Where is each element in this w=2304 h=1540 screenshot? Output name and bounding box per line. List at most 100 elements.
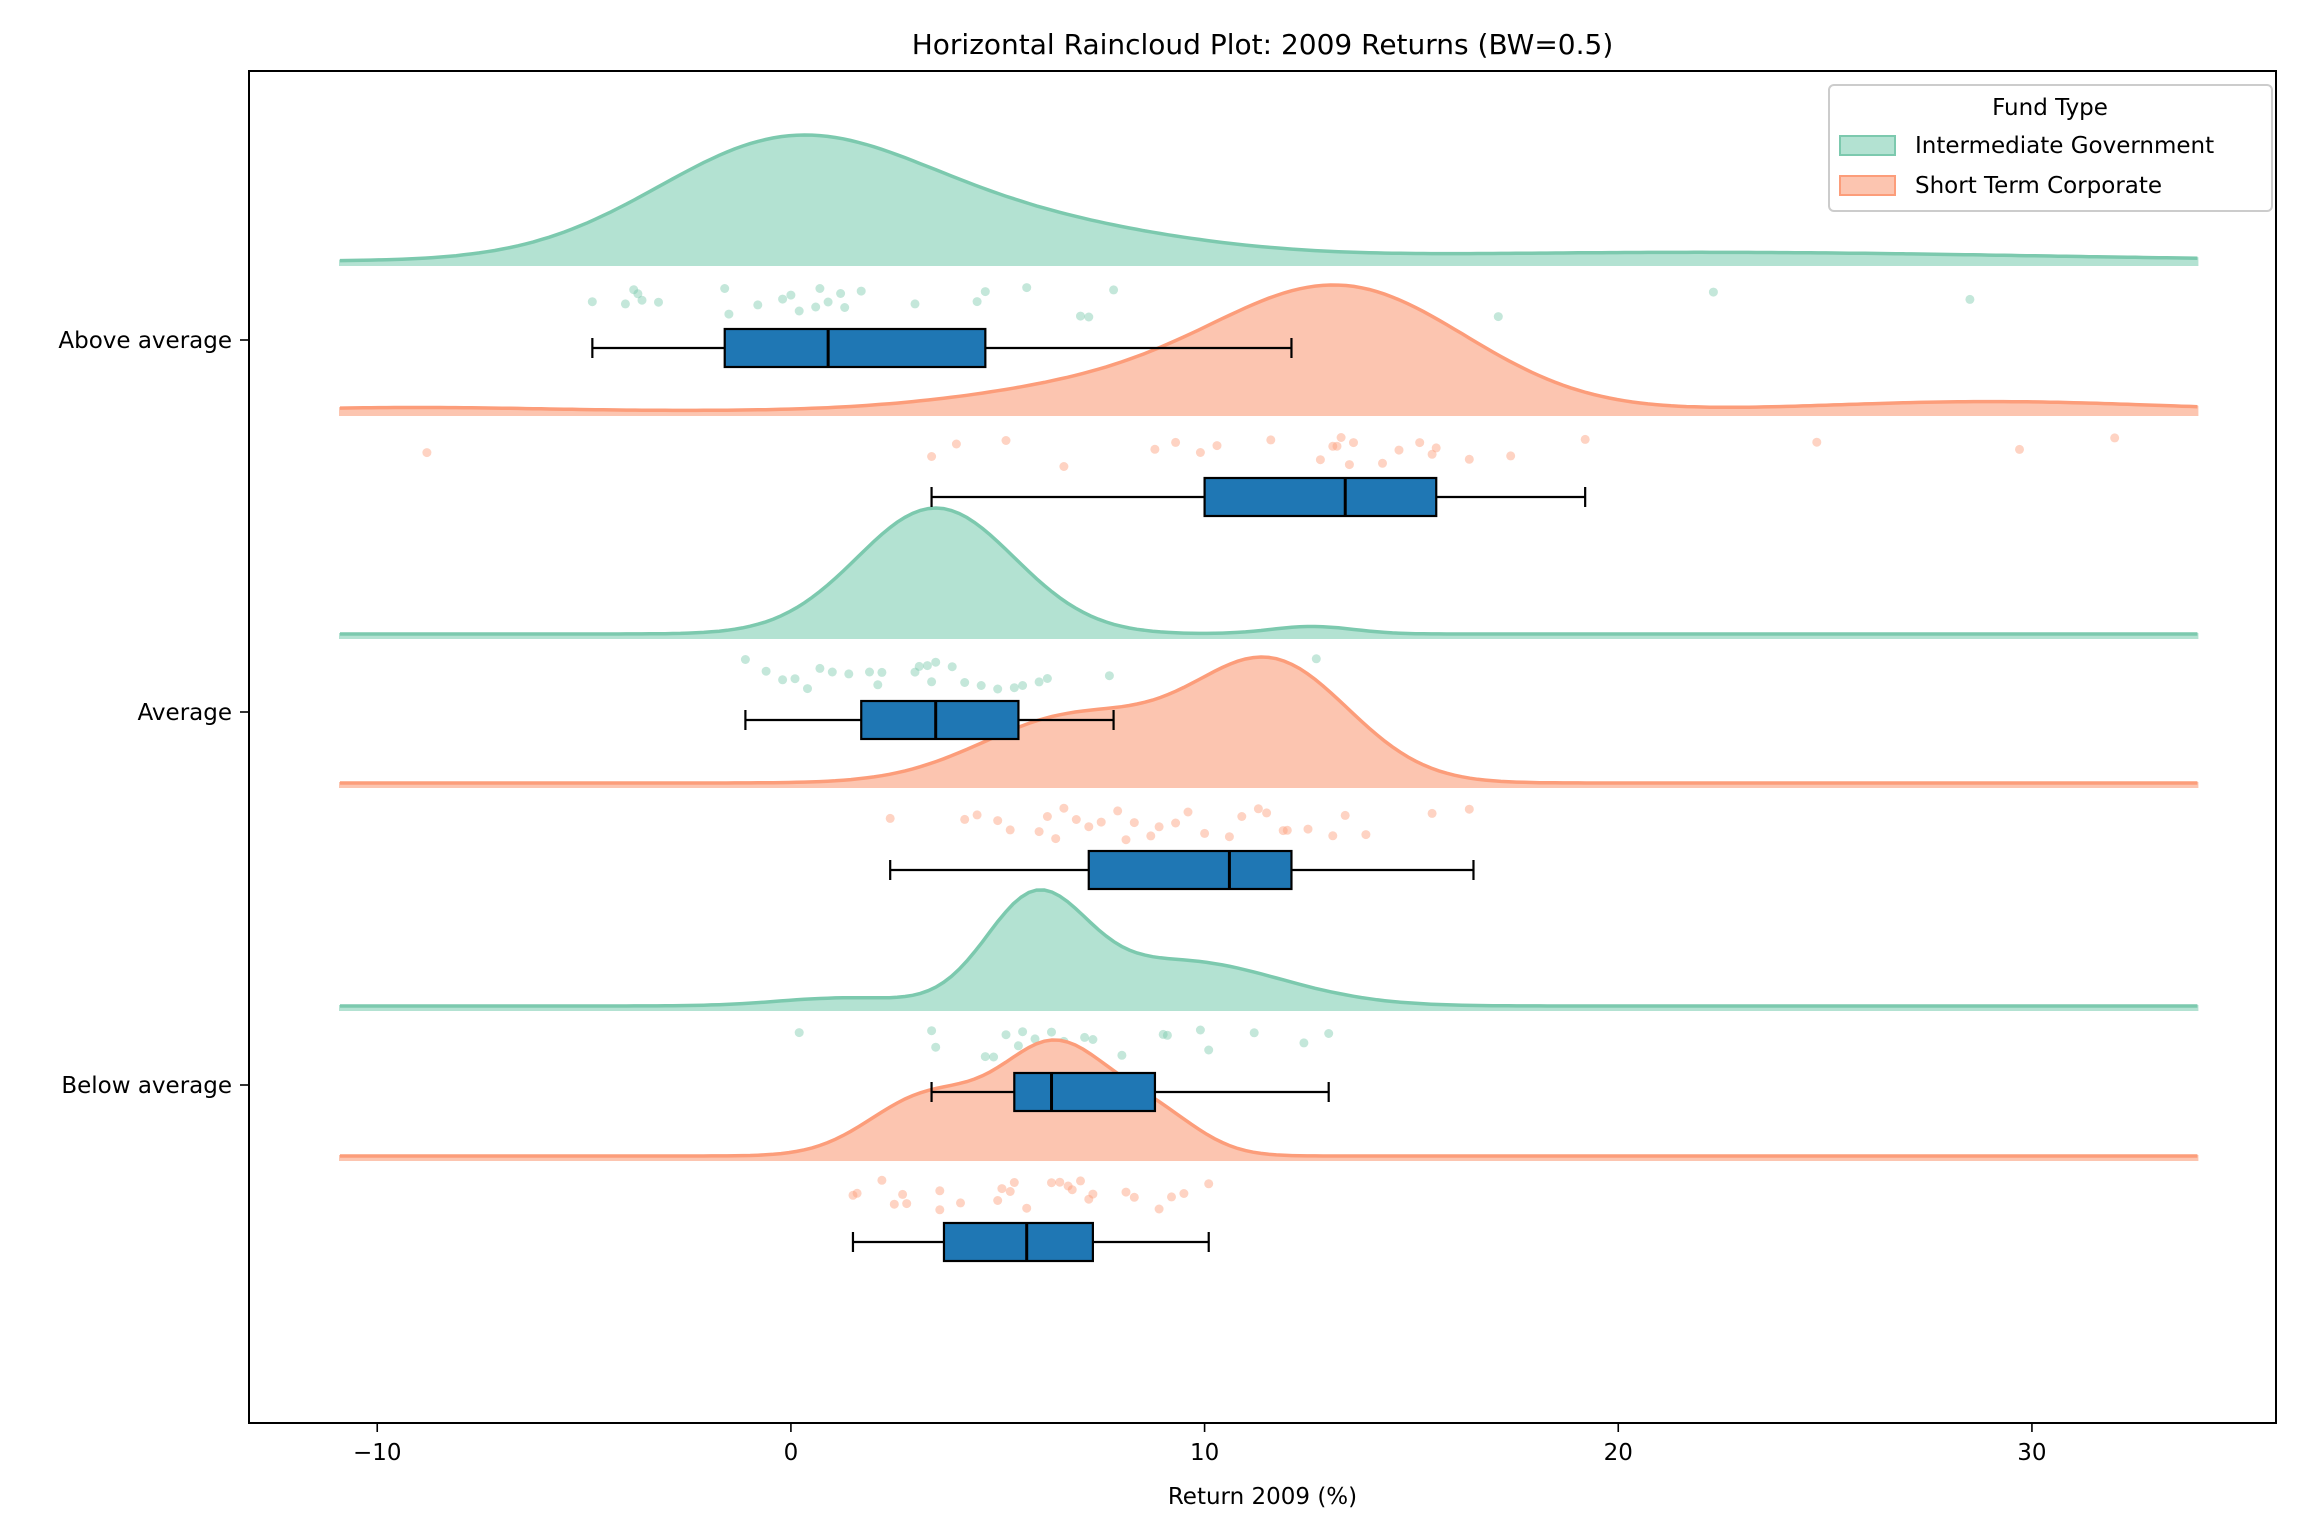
rain-point-below-average-intermediate-government — [980, 1052, 990, 1062]
rain-point-below-average-short-term-corporate — [1088, 1189, 1098, 1199]
legend-label-short-term-corporate: Short Term Corporate — [1915, 173, 2162, 199]
rain-point-average-intermediate-government — [844, 669, 854, 679]
boxplot-above-average-intermediate-government — [591, 327, 1293, 369]
rain-point-below-average-intermediate-government — [989, 1052, 999, 1062]
rain-point-below-average-short-term-corporate — [1076, 1176, 1085, 1186]
rain-point-above-average-short-term-corporate — [1150, 444, 1160, 454]
rain-point-average-short-term-corporate — [1253, 804, 1263, 814]
rain-point-above-average-intermediate-government — [980, 287, 990, 297]
rain-point-above-average-short-term-corporate — [1431, 443, 1441, 453]
rain-point-above-average-intermediate-government — [1493, 312, 1503, 322]
rain-point-below-average-intermediate-government — [1162, 1030, 1172, 1040]
rain-point-below-average-intermediate-government — [1158, 1029, 1168, 1039]
box-iqr — [1203, 476, 1438, 518]
rain-point-average-intermediate-government — [960, 678, 970, 687]
rain-point-above-average-intermediate-government — [972, 297, 982, 307]
rain-point-average-short-term-corporate — [1282, 825, 1292, 835]
rain-point-average-short-term-corporate — [1146, 831, 1156, 841]
rain-point-average-intermediate-government — [1009, 683, 1019, 693]
legend-swatch-intermediate-government — [1839, 135, 1896, 156]
rain-point-below-average-intermediate-government — [1013, 1041, 1023, 1051]
rain-point-above-average-intermediate-government — [620, 299, 630, 309]
rain-point-above-average-short-term-corporate — [1171, 437, 1181, 447]
rain-point-below-average-intermediate-government — [1047, 1027, 1056, 1037]
boxplot-average-short-term-corporate — [889, 849, 1475, 891]
cloud-outline-below-average-short-term-corporate — [340, 1038, 2198, 1158]
rain-point-below-average-short-term-corporate — [1009, 1178, 1019, 1187]
rain-point-above-average-intermediate-government — [629, 285, 639, 295]
rain-point-average-short-term-corporate — [1464, 804, 1474, 814]
legend-box — [1828, 84, 2273, 212]
rain-point-average-short-term-corporate — [885, 813, 895, 823]
rain-point-above-average-short-term-corporate — [1328, 441, 1338, 451]
rain-point-above-average-short-term-corporate — [2110, 433, 2120, 443]
rain-point-average-short-term-corporate — [1096, 817, 1106, 827]
rain-point-above-average-short-term-corporate — [1212, 441, 1222, 451]
x-tick-label: 20 — [1604, 1440, 1633, 1466]
rain-point-average-short-term-corporate — [1278, 826, 1288, 836]
rain-point-average-short-term-corporate — [1262, 808, 1272, 818]
rain-point-average-intermediate-government — [803, 684, 812, 694]
x-tick-label: 10 — [1190, 1440, 1219, 1466]
legend-swatch-short-term-corporate — [1839, 175, 1896, 196]
y-tick-label: Above average — [58, 328, 232, 354]
x-tick-label: −10 — [353, 1440, 402, 1466]
rain-point-below-average-intermediate-government — [1195, 1025, 1205, 1035]
rain-point-above-average-short-term-corporate — [1059, 462, 1069, 471]
cloud-outline-above-average-intermediate-government — [339, 133, 2198, 263]
rain-point-below-average-short-term-corporate — [1022, 1203, 1032, 1213]
rain-point-above-average-short-term-corporate — [1336, 433, 1346, 442]
rain-point-above-average-short-term-corporate — [1394, 445, 1404, 455]
rain-point-above-average-short-term-corporate — [927, 452, 937, 461]
rain-point-average-intermediate-government — [910, 667, 920, 677]
plot-frame — [248, 70, 2277, 1424]
rain-point-average-short-term-corporate — [1005, 825, 1015, 835]
rain-point-average-intermediate-government — [1034, 677, 1044, 687]
rain-point-average-intermediate-government — [1042, 674, 1052, 683]
rain-point-average-short-term-corporate — [1171, 818, 1181, 828]
rain-point-above-average-intermediate-government — [778, 294, 788, 304]
rain-point-average-intermediate-government — [761, 666, 771, 676]
rain-point-above-average-short-term-corporate — [1378, 458, 1387, 468]
rain-point-average-short-term-corporate — [972, 810, 982, 820]
rain-point-average-intermediate-government — [993, 684, 1003, 694]
rain-point-above-average-intermediate-government — [753, 300, 763, 310]
rain-point-average-short-term-corporate — [1154, 822, 1164, 832]
rain-point-below-average-short-term-corporate — [1204, 1179, 1214, 1189]
rain-point-average-intermediate-government — [914, 661, 924, 671]
rain-point-below-average-intermediate-government — [1299, 1038, 1309, 1048]
rain-point-below-average-intermediate-government — [1018, 1027, 1028, 1037]
boxplot-below-average-intermediate-government — [930, 1071, 1330, 1113]
boxplot-below-average-short-term-corporate — [851, 1221, 1210, 1263]
rain-point-above-average-intermediate-government — [724, 309, 734, 319]
rain-point-below-average-intermediate-government — [1117, 1050, 1127, 1060]
rain-point-above-average-short-term-corporate — [1349, 438, 1358, 448]
rain-point-above-average-intermediate-government — [840, 303, 850, 312]
rain-point-above-average-intermediate-government — [794, 306, 804, 316]
rain-point-above-average-intermediate-government — [856, 286, 866, 296]
rain-point-above-average-intermediate-government — [1965, 294, 1975, 304]
rain-point-average-intermediate-government — [1104, 671, 1114, 681]
rain-point-above-average-intermediate-government — [786, 290, 796, 300]
cloud-outline-above-average-short-term-corporate — [339, 283, 2198, 413]
rain-point-average-intermediate-government — [1018, 681, 1028, 690]
rain-point-above-average-short-term-corporate — [1427, 449, 1437, 459]
y-tick-label: Average — [138, 700, 232, 726]
rain-point-below-average-intermediate-government — [1030, 1034, 1040, 1044]
rain-point-above-average-short-term-corporate — [1812, 437, 1822, 447]
legend-title: Fund Type — [1992, 95, 2108, 121]
rain-point-above-average-intermediate-government — [720, 284, 730, 293]
rain-point-average-short-term-corporate — [1237, 812, 1247, 821]
rain-point-below-average-short-term-corporate — [997, 1184, 1007, 1194]
rain-point-above-average-intermediate-government — [1022, 283, 1032, 293]
box-iqr — [1087, 849, 1293, 891]
rain-point-average-short-term-corporate — [1224, 832, 1234, 842]
rain-point-below-average-short-term-corporate — [935, 1186, 945, 1196]
rain-point-average-intermediate-government — [815, 663, 825, 673]
box-iqr — [723, 327, 987, 369]
legend: Fund Type Intermediate Government Short … — [1828, 84, 2273, 212]
rain-point-below-average-short-term-corporate — [889, 1199, 899, 1209]
plot-area — [339, 133, 2199, 1263]
